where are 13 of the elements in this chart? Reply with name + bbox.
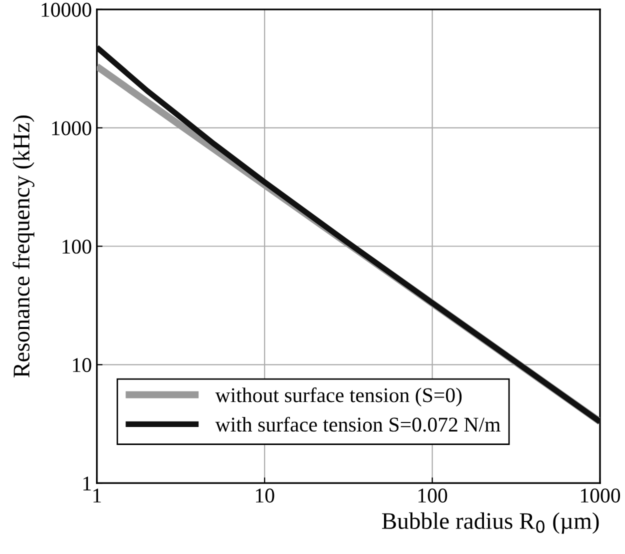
y-axis-title: Resonance frequency (kHz) [12,116,34,378]
y-tick-label: 100 [62,240,92,254]
x-tick-label: 1000 [581,488,620,503]
legend-label: without surface tension (S=0) [215,387,462,406]
y-tick-label: 10000 [42,2,92,17]
x-tick-label: 10 [256,488,274,503]
y-tick-label: 1 [83,476,91,490]
x-tick-label: 100 [418,488,448,503]
y-tick-label: 1000 [52,121,92,136]
y-tick-label: 10 [73,358,92,372]
x-axis-title: Bubble radius R$_{0}$ (µm) [382,512,599,534]
x-tick-label: 1 [94,488,101,502]
legend-label: with surface tension S=0.072 N/m [215,416,500,432]
